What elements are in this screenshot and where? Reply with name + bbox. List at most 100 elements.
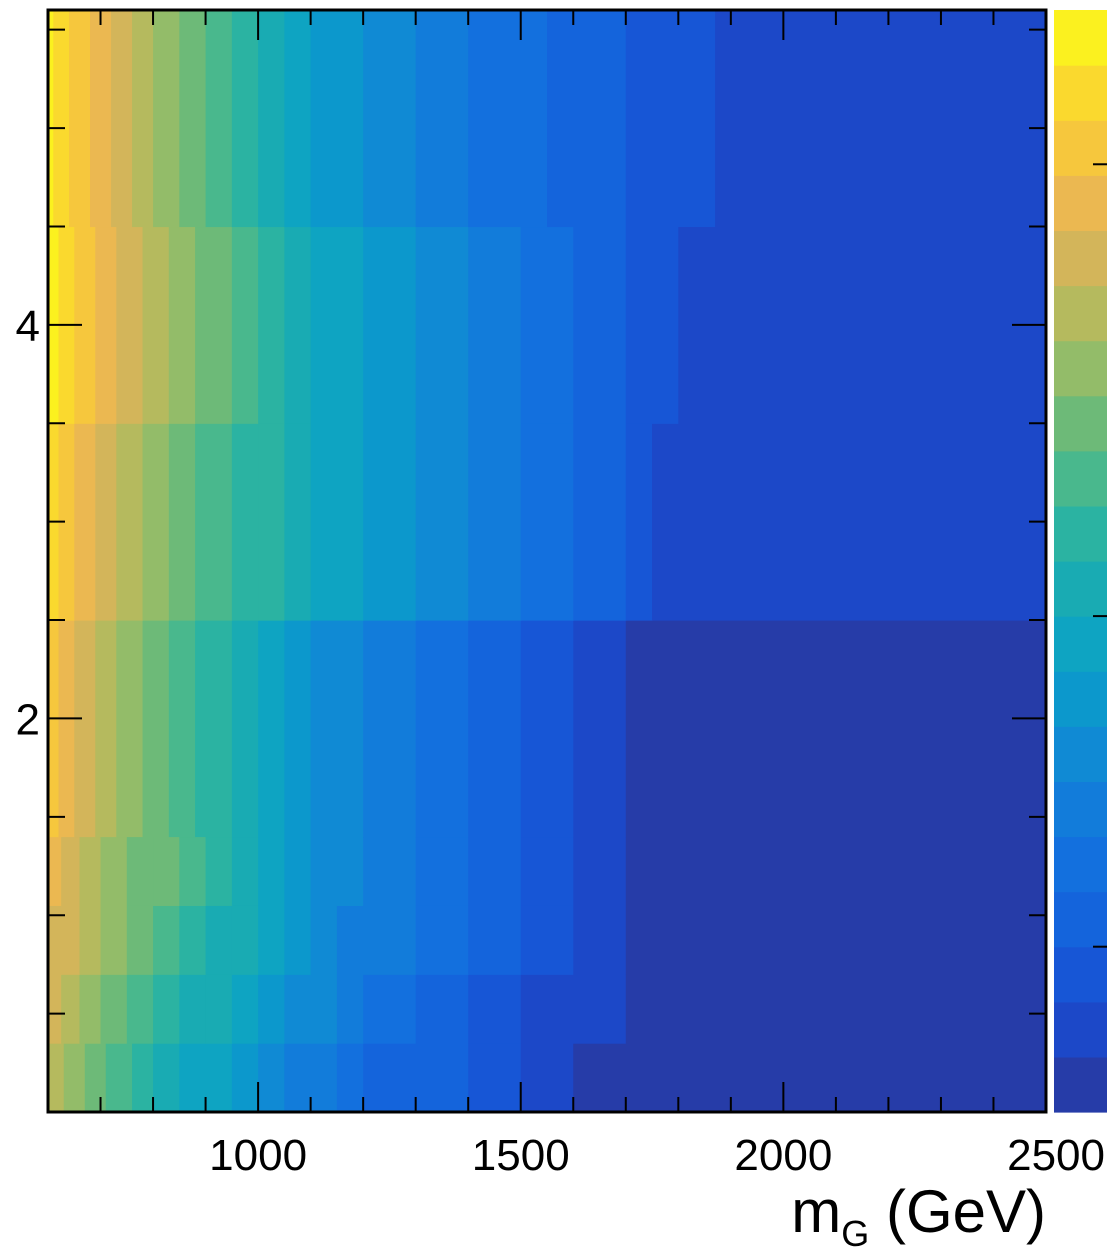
heatmap-cell [310,905,338,975]
heatmap-cell [625,10,716,228]
heatmap-cell [415,620,469,838]
heatmap-cell [468,836,522,906]
heatmap-cell [168,620,196,838]
heatmap-cell [231,1043,259,1113]
colorbar-segment [1054,10,1107,66]
colorbar-segment [1054,616,1107,672]
heatmap-cell [415,423,469,621]
heatmap-cell [205,836,233,906]
x-axis-title: mG (GeV) [791,1178,1046,1254]
heatmap-cell [573,836,627,906]
heatmap-cell [258,226,285,424]
heatmap-cell [415,905,469,975]
colorbar-segment [1054,230,1107,287]
heatmap-cell [415,974,469,1044]
heatmap-cell [258,423,285,621]
heatmap-cell [168,226,196,424]
heatmap-cell [153,836,180,906]
heatmap-cell [231,10,259,228]
y-tick-label: 4 [16,302,40,351]
heatmap-cell [116,423,144,621]
heatmap-cell [284,1043,312,1113]
heatmap-cell [258,1043,285,1113]
colorbar [1054,10,1107,1113]
heatmap-cell [284,226,312,424]
heatmap-cell [58,423,75,621]
heatmap-cell [310,226,364,424]
heatmap-cell [652,423,1047,621]
heatmap-cell [48,620,60,838]
heatmap-cell [573,620,627,838]
heatmap-cell [100,974,128,1044]
heatmap-cell [258,974,285,1044]
heatmap-cell [142,226,170,424]
heatmap-cell [179,1043,207,1113]
heatmap-cell [231,836,259,906]
heatmap-cell [415,1043,469,1113]
heatmap-cell [310,1043,338,1113]
heatmap-cell [284,974,312,1044]
heatmap-cell [415,836,469,906]
heatmap-cell [468,226,522,424]
colorbar-segment [1054,946,1107,1003]
heatmap-cell [79,974,102,1044]
colorbar-segment [1054,175,1107,231]
colorbar-segment [1054,285,1107,342]
axis-ticks [47,10,1047,1112]
heatmap-cell [625,226,679,424]
heatmap-cell [258,620,285,838]
y-tick-label: 2 [16,695,40,744]
heatmap-cell [95,620,117,838]
heatmap-cell [179,836,207,906]
colorbar-segment [1054,1056,1107,1113]
heatmap-cell [69,10,91,228]
heatmap-cell [105,1043,133,1113]
heatmap-cell [363,974,417,1044]
colorbar-segment [1054,120,1107,176]
heatmap-cell [231,423,259,621]
heatmap-cell [520,905,574,975]
heatmap-cell [48,836,62,906]
heatmap-cell [116,620,144,838]
heatmap-cell [195,620,233,838]
colorbar-segment [1054,505,1107,562]
heatmap-cell [284,836,312,906]
colorbar-segment [1054,726,1107,782]
heatmap-cell [363,423,417,621]
heatmap-cell [336,836,364,906]
heatmap-cell [573,423,627,621]
heatmap-cell [195,423,233,621]
heatmap-cell [142,423,170,621]
heatmap-cell [363,836,417,906]
x-tick-label: 1500 [472,1131,570,1180]
heatmap-cell [179,10,207,228]
heatmap-cell [126,974,154,1044]
colorbar-segment [1054,836,1107,893]
heatmap-cell [284,620,312,838]
heatmap-cell [74,423,96,621]
x-tick-label: 2500 [1007,1131,1105,1180]
heatmap-cell [547,10,627,228]
heatmap-cell [205,905,233,975]
heatmap-cell [153,905,180,975]
heatmap-cell [468,974,522,1044]
heatmap-cell [153,10,180,228]
heatmap-cell [363,620,417,838]
heatmap-cell [468,620,522,838]
x-tick-label: 2000 [734,1131,832,1180]
heatmap-cell [336,1043,364,1113]
heatmap-cell [126,905,154,975]
heatmap-cell [336,905,364,975]
heatmap-cell [100,836,128,906]
colorbar-segment [1054,891,1107,948]
heatmap-cell [153,974,180,1044]
heatmap-cell [468,10,548,228]
heatmap-cell [258,905,285,975]
heatmap-cell [573,1043,1047,1113]
heatmap-cell [231,226,259,424]
heatmap-cell [116,226,144,424]
heatmap-cell [90,10,112,228]
heatmap-cell [205,10,233,228]
heatmap-cell [95,226,117,424]
